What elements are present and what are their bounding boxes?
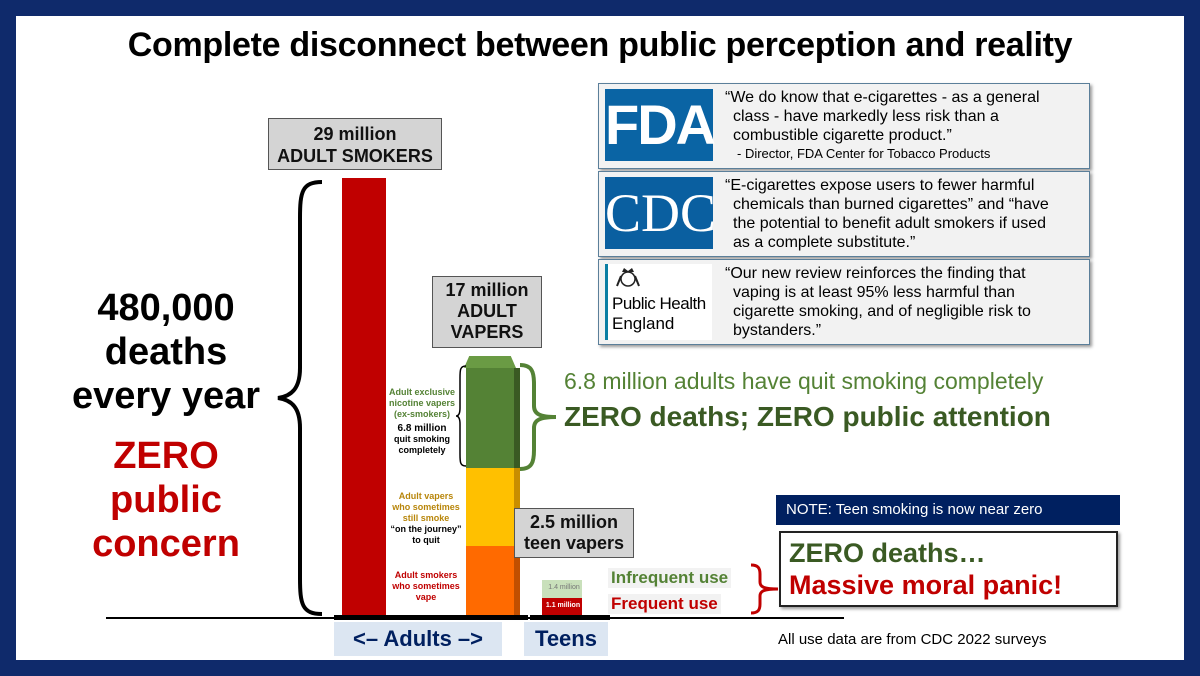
data-source-note: All use data are from CDC 2022 surveys xyxy=(778,631,1047,648)
phe-quote-card: Public Health England “Our new review re… xyxy=(598,259,1090,345)
royal-crest-icon xyxy=(616,268,640,287)
teen-caption: teen vapers xyxy=(523,533,625,553)
deaths-text: 480,000 deaths every year xyxy=(48,286,284,418)
adult-smokers-label: 29 million ADULT SMOKERS xyxy=(268,118,442,170)
panic-moral-panic: Massive moral panic! xyxy=(789,570,1063,600)
teen-count: 2.5 million xyxy=(529,512,619,532)
cdc-logo: CDC xyxy=(605,177,716,249)
vapers-caption-1: ADULT xyxy=(457,301,517,321)
slide: Complete disconnect between public perce… xyxy=(16,16,1184,660)
fda-quote-card: FDA “We do know that e-cigarettes - as a… xyxy=(598,83,1090,169)
teen-frequent-value: 1.1 million xyxy=(545,602,581,609)
panic-zero-deaths: ZERO deaths… xyxy=(789,538,986,568)
smokers-caption: ADULT SMOKERS xyxy=(277,146,433,166)
adults-axis-tick xyxy=(334,615,528,620)
teen-infrequent-value: 1.4 million xyxy=(548,584,580,591)
infrequent-use-label: Infrequent use xyxy=(608,568,732,588)
teen-infrequent-bar xyxy=(542,580,582,598)
deaths-word: deaths xyxy=(104,331,228,373)
adult-smokers-bar xyxy=(342,178,386,618)
vapers-caption-2: VAPERS xyxy=(450,322,524,342)
vapers-bar-shadow xyxy=(514,368,520,618)
adults-axis-label: <– Adults –> xyxy=(334,622,502,656)
green-segment-label: Adult exclusive nicotine vapers (ex-smok… xyxy=(388,387,456,455)
vapers-count: 17 million xyxy=(445,280,529,300)
zero-concern-text: ZERO public concern xyxy=(58,434,274,566)
adult-vapers-label: 17 million ADULT VAPERS xyxy=(432,276,542,348)
vapers-orange-segment xyxy=(466,546,514,618)
green-segment-left-brace xyxy=(456,365,467,467)
quit-text-line2: ZERO deaths; ZERO public attention xyxy=(564,401,1051,432)
deaths-count: 480,000 xyxy=(97,287,235,329)
phe-logo: Public Health England xyxy=(605,264,712,340)
phe-quote-text: “Our new review reinforces the finding t… xyxy=(725,265,1031,339)
concern-word: concern xyxy=(92,523,240,565)
cdc-quote-text: “E-cigarettes expose users to fewer harm… xyxy=(725,177,1049,251)
smokers-count: 29 million xyxy=(313,124,397,144)
teen-vapers-label: 2.5 million teen vapers xyxy=(514,508,634,558)
frequent-use-label: Frequent use xyxy=(608,594,721,614)
yellow-segment-label: Adult vapers who sometimes still smoke “… xyxy=(390,491,462,545)
concern-zero: ZERO xyxy=(113,435,219,477)
moral-panic-box: ZERO deaths… Massive moral panic! xyxy=(779,531,1118,607)
quit-text-line1: 6.8 million adults have quit smoking com… xyxy=(564,368,1044,394)
teen-frequent-bar xyxy=(542,598,582,616)
slide-title: Complete disconnect between public perce… xyxy=(127,26,1073,64)
vapers-green-top xyxy=(464,356,516,368)
teen-smoking-note: NOTE: Teen smoking is now near zero xyxy=(776,495,1120,525)
teens-axis-label: Teens xyxy=(524,622,608,656)
vapers-green-segment xyxy=(466,368,514,468)
vapers-yellow-segment xyxy=(466,468,514,546)
deaths-brace xyxy=(277,180,323,616)
fda-logo: FDA xyxy=(605,89,716,161)
orange-segment-label: Adult smokers who sometimes vape xyxy=(392,570,460,602)
deaths-period: every year xyxy=(71,375,261,417)
quit-brace xyxy=(519,363,557,471)
concern-public: public xyxy=(110,479,222,521)
teens-axis-tick xyxy=(530,615,610,620)
teen-use-brace xyxy=(750,563,779,615)
cdc-quote-card: CDC “E-cigarettes expose users to fewer … xyxy=(598,171,1090,257)
fda-quote-text: “We do know that e-cigarettes - as a gen… xyxy=(725,89,1040,161)
